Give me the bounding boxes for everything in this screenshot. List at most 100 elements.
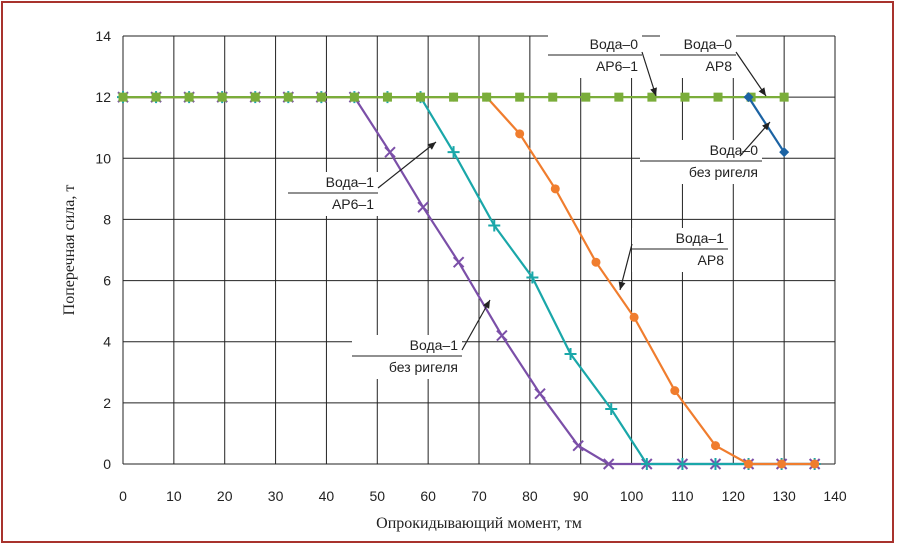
- data-point: [382, 92, 392, 102]
- data-point: [810, 459, 820, 469]
- y-tick-label: 12: [95, 89, 111, 105]
- data-point: [779, 92, 789, 102]
- data-point: [452, 256, 465, 268]
- data-point: [496, 329, 508, 342]
- grid: [122, 35, 836, 465]
- x-tick-label: 90: [573, 488, 589, 504]
- callout-leader: [735, 51, 767, 97]
- callout-arrowhead: [758, 87, 766, 96]
- data-point: [534, 387, 546, 400]
- x-axis-title: Опрокидывающий момент, тм: [376, 515, 582, 532]
- x-tick-label: 40: [319, 488, 335, 504]
- data-point: [572, 439, 584, 452]
- callout-5: Вода–0 без ригеля: [640, 121, 771, 184]
- data-point: [743, 92, 754, 103]
- callout-line-1: Вода–0: [710, 142, 759, 158]
- callout-arrowhead: [762, 122, 770, 131]
- callout-line-1: Вода–0: [684, 36, 733, 52]
- data-point: [777, 459, 787, 469]
- data-point: [384, 146, 396, 158]
- data-point: [602, 458, 615, 470]
- data-point: [548, 92, 558, 102]
- y-tick-label: 0: [103, 456, 111, 472]
- callout-line-2: АР6–1: [596, 58, 638, 74]
- data-point: [581, 92, 591, 102]
- callout-leader: [461, 299, 491, 351]
- x-tick-label: 10: [166, 488, 182, 504]
- data-point: [217, 92, 227, 102]
- x-tick-label: 0: [119, 488, 127, 504]
- callout-arrowhead: [650, 87, 657, 96]
- callout-arrowhead: [427, 142, 436, 150]
- callout-bg: [288, 172, 378, 216]
- x-tick-label: 30: [268, 488, 284, 504]
- callout-line-2: АР6–1: [332, 196, 374, 212]
- x-tick-label: 130: [772, 488, 796, 504]
- data-point: [709, 458, 722, 470]
- x-tick-label: 100: [620, 488, 644, 504]
- x-tick-label: 20: [217, 488, 233, 504]
- x-tick-label: 50: [369, 488, 385, 504]
- tick-labels: 0 10 20 30 40 50 60 70 80 90 100 110 120 130 140 0 2 4 6 8 1…: [95, 28, 846, 504]
- x-tick-label: 60: [420, 488, 436, 504]
- callout-bg: [660, 34, 736, 78]
- x-tick-label: 80: [522, 488, 538, 504]
- x-tick-label: 70: [471, 488, 487, 504]
- data-point: [744, 459, 754, 469]
- data-point: [488, 219, 501, 232]
- data-point: [447, 146, 460, 159]
- y-axis-title: Поперечная сила, т: [61, 185, 78, 316]
- data-point: [614, 92, 624, 102]
- data-point: [605, 402, 618, 415]
- data-point: [526, 271, 539, 284]
- data-point: [349, 92, 359, 102]
- data-point: [713, 92, 723, 102]
- data-point: [449, 92, 459, 102]
- series-layer: [117, 91, 821, 470]
- data-point: [640, 458, 653, 470]
- data-point: [283, 92, 293, 102]
- data-point: [417, 201, 429, 213]
- y-tick-label: 10: [95, 150, 111, 166]
- callout-bg: [548, 34, 642, 78]
- data-point: [515, 92, 525, 102]
- data-point: [591, 257, 601, 267]
- x-tick-label: 140: [823, 488, 847, 504]
- data-point: [316, 92, 326, 102]
- series-4: [118, 92, 789, 102]
- callout-3: Вода–0 АР6–1: [548, 34, 657, 97]
- callout-6: Вода–1 АР8: [618, 228, 728, 291]
- callout-line-2: АР8: [698, 252, 725, 268]
- x-tick-label: 120: [722, 488, 746, 504]
- callout-1: Вода–1 АР6–1: [288, 141, 437, 216]
- y-tick-label: 6: [103, 273, 111, 289]
- callout-bg: [352, 335, 462, 379]
- callout-line-1: Вода–1: [326, 174, 375, 190]
- data-point: [680, 92, 690, 102]
- data-point: [779, 147, 790, 158]
- data-point: [250, 92, 260, 102]
- data-point: [550, 184, 560, 194]
- callout-line-1: Вода–1: [676, 230, 725, 246]
- data-point: [482, 92, 492, 102]
- data-point: [676, 458, 689, 470]
- callout-line-2: без ригеля: [389, 359, 458, 375]
- callout-line-1: Вода–0: [590, 36, 639, 52]
- data-point: [670, 386, 680, 396]
- data-point: [151, 92, 161, 102]
- data-point: [118, 92, 128, 102]
- callout-4: Вода–0 АР8: [660, 34, 767, 97]
- y-tick-label: 8: [103, 211, 111, 227]
- data-point: [416, 92, 426, 102]
- callout-bg: [632, 228, 728, 272]
- data-point: [184, 92, 194, 102]
- callout-bg: [640, 140, 762, 184]
- data-point: [647, 92, 657, 102]
- callout-leader: [377, 141, 437, 189]
- data-point: [515, 129, 525, 139]
- callout-arrowhead: [618, 281, 626, 290]
- y-tick-label: 14: [95, 28, 111, 44]
